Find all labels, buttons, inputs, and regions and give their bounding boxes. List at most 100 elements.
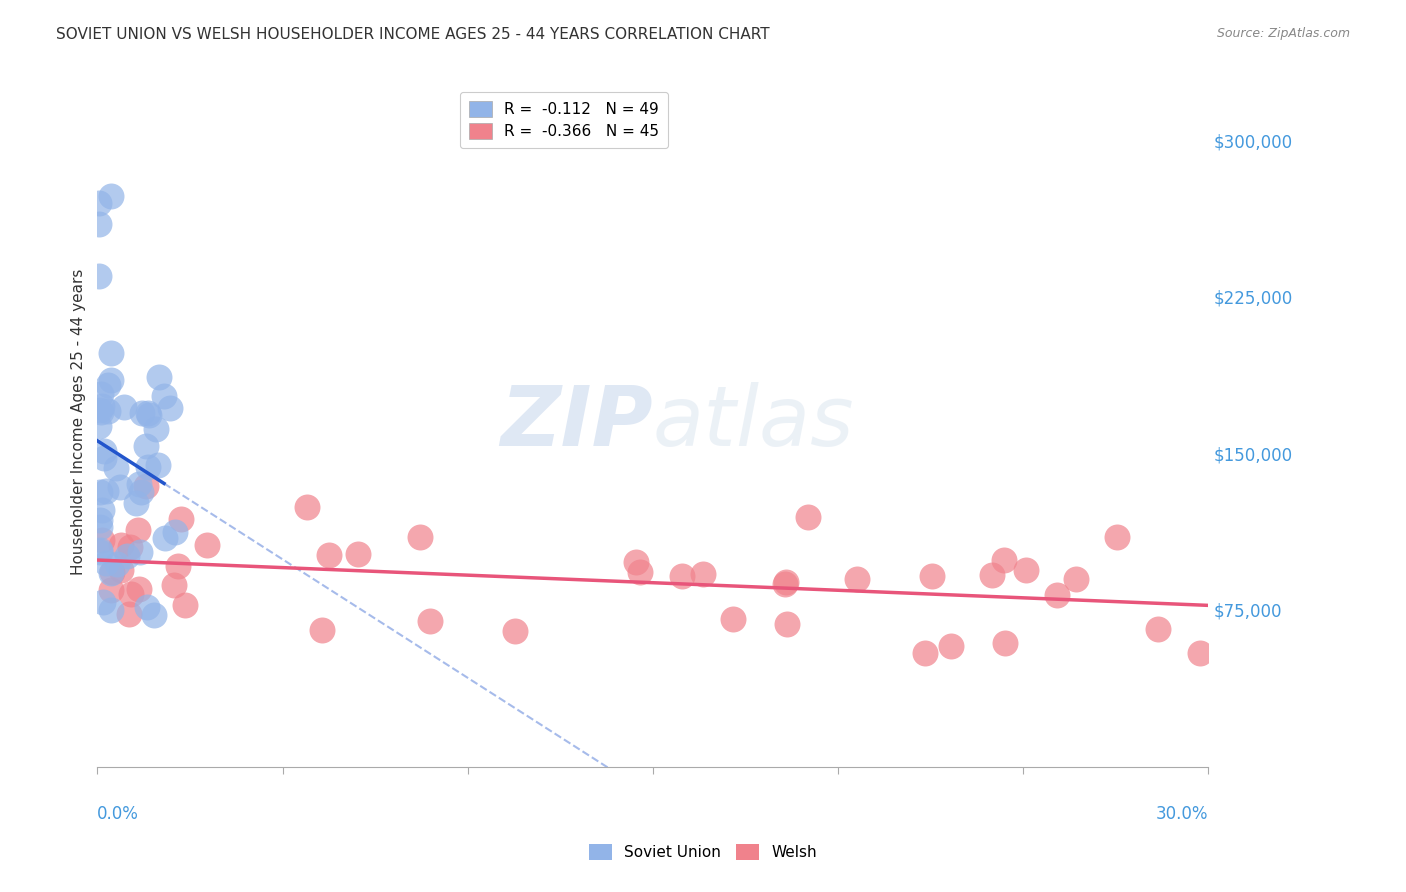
Point — [120, 587, 142, 601]
Y-axis label: Householder Income Ages 25 - 44 years: Householder Income Ages 25 - 44 years — [72, 268, 86, 575]
Text: 30.0%: 30.0% — [1156, 805, 1209, 823]
Point — [97, 404, 120, 418]
Point — [94, 484, 117, 499]
Point — [148, 370, 170, 384]
Point — [409, 529, 432, 543]
Point — [624, 555, 647, 569]
Point — [90, 405, 112, 419]
Point — [125, 496, 148, 510]
Point — [138, 408, 160, 422]
Point — [91, 595, 114, 609]
Point — [505, 624, 527, 638]
Point — [846, 572, 869, 586]
Point — [89, 217, 111, 231]
Point — [127, 524, 149, 538]
Point — [136, 406, 159, 420]
Point — [91, 399, 114, 413]
Point — [347, 547, 370, 561]
Point — [131, 406, 153, 420]
Point — [93, 450, 115, 465]
Point — [128, 582, 150, 596]
Point — [921, 569, 943, 583]
Point — [1146, 622, 1168, 636]
Point — [153, 389, 176, 403]
Point — [100, 566, 122, 580]
Text: ZIP: ZIP — [501, 382, 652, 463]
Point — [100, 346, 122, 360]
Legend: R =  -0.112   N = 49, R =  -0.366   N = 45: R = -0.112 N = 49, R = -0.366 N = 45 — [460, 92, 668, 148]
Text: atlas: atlas — [652, 382, 855, 463]
Point — [170, 512, 193, 526]
Point — [100, 565, 122, 579]
Point — [135, 439, 157, 453]
Point — [1046, 588, 1069, 602]
Point — [153, 531, 176, 545]
Point — [628, 565, 651, 579]
Point — [97, 378, 120, 392]
Point — [311, 623, 333, 637]
Point — [89, 403, 111, 417]
Point — [159, 401, 181, 415]
Point — [89, 545, 111, 559]
Point — [939, 639, 962, 653]
Text: Source: ZipAtlas.com: Source: ZipAtlas.com — [1216, 27, 1350, 40]
Point — [90, 387, 112, 401]
Point — [145, 422, 167, 436]
Point — [692, 566, 714, 581]
Point — [96, 557, 118, 571]
Point — [166, 559, 188, 574]
Point — [100, 582, 122, 597]
Point — [723, 612, 745, 626]
Point — [914, 646, 936, 660]
Point — [89, 542, 111, 557]
Point — [89, 268, 111, 283]
Point — [163, 524, 186, 539]
Point — [146, 458, 169, 472]
Point — [136, 460, 159, 475]
Point — [195, 538, 218, 552]
Point — [115, 549, 138, 564]
Point — [980, 568, 1002, 582]
Point — [295, 500, 318, 514]
Point — [1105, 530, 1128, 544]
Point — [89, 485, 111, 500]
Point — [775, 574, 797, 589]
Point — [100, 189, 122, 203]
Point — [163, 578, 186, 592]
Point — [118, 540, 141, 554]
Point — [136, 599, 159, 614]
Point — [110, 538, 132, 552]
Point — [776, 616, 799, 631]
Point — [173, 598, 195, 612]
Point — [104, 461, 127, 475]
Text: 0.0%: 0.0% — [97, 805, 139, 823]
Point — [1189, 647, 1212, 661]
Point — [93, 444, 115, 458]
Point — [131, 484, 153, 499]
Point — [91, 503, 114, 517]
Point — [89, 195, 111, 210]
Text: SOVIET UNION VS WELSH HOUSEHOLDER INCOME AGES 25 - 44 YEARS CORRELATION CHART: SOVIET UNION VS WELSH HOUSEHOLDER INCOME… — [56, 27, 770, 42]
Point — [1064, 572, 1087, 586]
Point — [142, 608, 165, 623]
Point — [1015, 563, 1038, 577]
Point — [100, 603, 122, 617]
Point — [105, 557, 128, 571]
Point — [128, 545, 150, 559]
Point — [112, 400, 135, 414]
Legend: Soviet Union, Welsh: Soviet Union, Welsh — [583, 838, 823, 866]
Point — [118, 607, 141, 622]
Point — [128, 477, 150, 491]
Point — [671, 569, 693, 583]
Point — [994, 636, 1017, 650]
Point — [89, 520, 111, 534]
Point — [108, 480, 131, 494]
Point — [318, 549, 340, 563]
Point — [100, 373, 122, 387]
Point — [796, 510, 818, 524]
Point — [110, 563, 132, 577]
Point — [89, 513, 111, 527]
Point — [90, 533, 112, 548]
Point — [419, 615, 441, 629]
Point — [135, 479, 157, 493]
